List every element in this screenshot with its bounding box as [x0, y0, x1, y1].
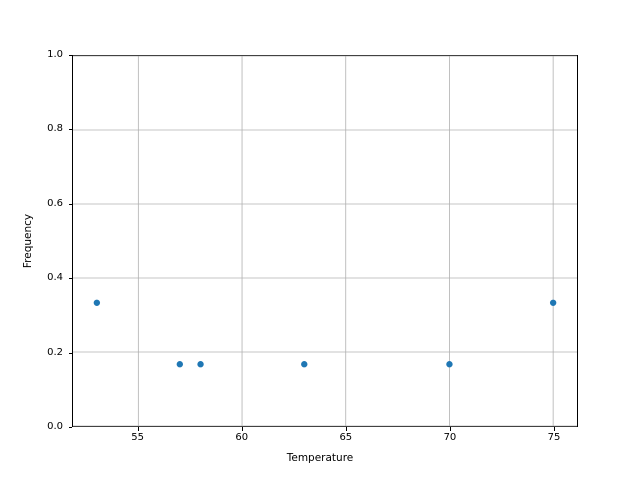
y-axis-label: Frequency	[22, 213, 34, 269]
data-point-marker	[549, 299, 557, 306]
x-axis-label: Temperature	[286, 452, 354, 464]
data-point-marker	[176, 361, 184, 368]
data-point-marker	[446, 361, 453, 368]
x-tick-mark	[137, 427, 139, 431]
x-tick-label: 60	[235, 432, 249, 443]
x-tick-label: 70	[443, 432, 457, 443]
x-tick-label: 75	[547, 432, 561, 443]
y-tick-mark	[68, 427, 72, 428]
x-tick-mark	[449, 427, 451, 431]
plot-axes-area	[72, 55, 578, 427]
x-tick-label: 55	[131, 432, 144, 443]
data-point-marker	[197, 361, 204, 368]
y-tick-label: 0.2	[47, 346, 63, 358]
y-tick-label: 0.4	[47, 272, 63, 284]
x-tick-mark	[241, 427, 243, 431]
data-point-marker	[301, 361, 308, 368]
x-tick-mark	[345, 427, 347, 431]
x-tick-label: 65	[339, 432, 353, 443]
y-tick-mark	[68, 55, 72, 56]
y-tick-label: 0.8	[47, 123, 63, 135]
grid-layer	[73, 55, 577, 427]
y-tick-label: 1.0	[47, 49, 63, 60]
data-points-layer	[93, 299, 557, 368]
y-tick-mark	[68, 203, 72, 205]
y-tick-label: 0.6	[47, 197, 63, 209]
y-tick-mark	[68, 352, 72, 354]
y-tick-label: 0.0	[47, 421, 63, 432]
y-tick-mark	[68, 278, 72, 280]
x-tick-mark	[554, 427, 556, 431]
y-tick-mark	[68, 129, 72, 131]
data-point-marker	[93, 299, 101, 306]
